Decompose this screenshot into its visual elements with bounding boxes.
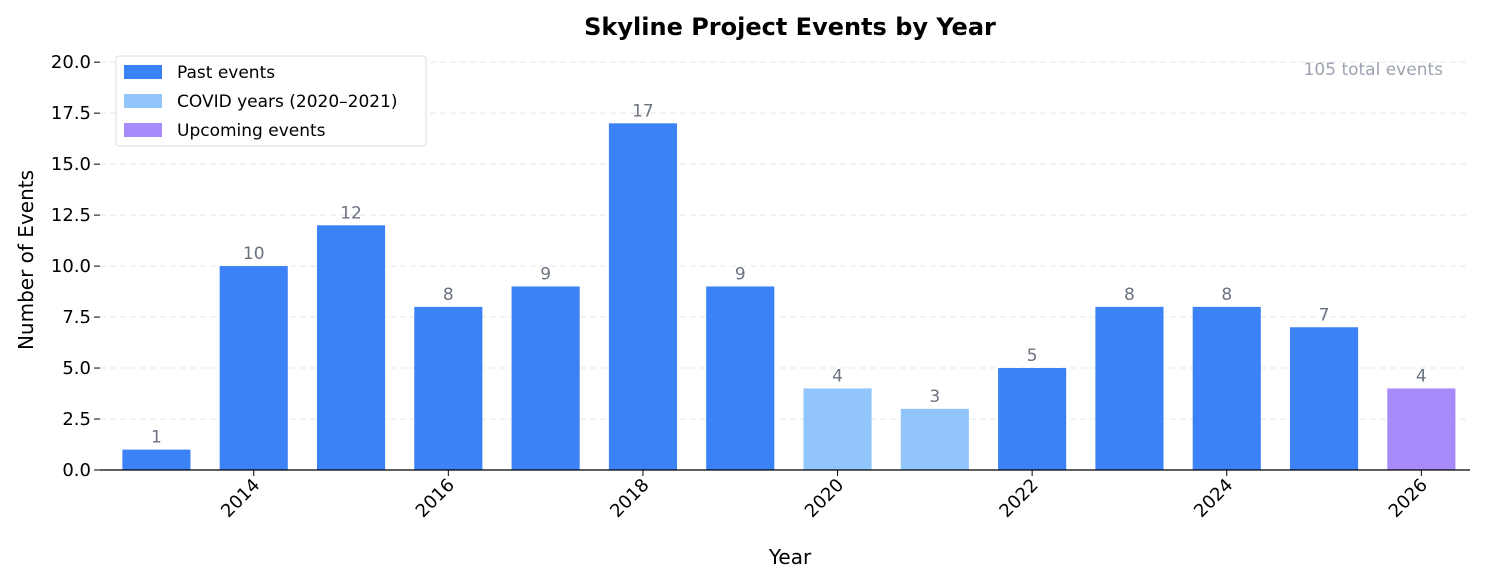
bar-value-label: 12 [340,203,362,223]
bar-2024 [1192,306,1261,470]
bar-value-label: 8 [1221,285,1232,305]
bar-2019 [706,286,775,470]
bar-2014 [219,266,288,470]
bar-2016 [414,306,483,470]
bar-2023 [1095,306,1164,470]
bar-value-label: 8 [1124,285,1135,305]
y-ticks: 0.0 2.5 5.0 7.5 10.0 12.5 15.0 17.5 20.0 [51,52,100,481]
bar-2021 [900,408,969,470]
legend-label-upcoming: Upcoming events [177,121,326,141]
chart-title: Skyline Project Events by Year [584,13,996,41]
data-labels: 1 10 12 8 9 17 9 4 3 5 8 8 7 4 [151,101,1427,447]
bars [122,123,1456,470]
x-tick-label: 2014 [217,475,264,522]
y-tick-label: 15.0 [51,154,91,175]
bar-value-label: 7 [1319,305,1330,325]
x-ticks: 2014 2016 2018 2020 2022 2024 2026 [217,470,1432,522]
y-tick-label: 5.0 [62,358,91,379]
legend: Past events COVID years (2020–2021) Upcomi… [115,55,427,147]
bar-value-label: 17 [632,101,654,121]
y-tick-label: 17.5 [51,103,91,124]
y-tick-label: 12.5 [51,205,91,226]
y-tick-label: 2.5 [62,409,91,430]
bar-value-label: 3 [929,387,940,407]
legend-swatch-covid [124,94,162,108]
x-tick-label: 2024 [1190,475,1237,522]
x-tick-label: 2020 [801,475,848,522]
bar-value-label: 4 [1416,366,1427,386]
x-axis-label: Year [768,545,812,569]
bar-2013 [122,449,191,470]
bar-2026 [1387,388,1456,470]
legend-label-covid: COVID years (2020–2021) [177,92,398,112]
y-tick-label: 20.0 [51,52,91,73]
y-tick-label: 0.0 [62,460,91,481]
y-tick-label: 10.0 [51,256,91,277]
x-tick-label: 2016 [412,475,459,522]
bar-value-label: 5 [1027,346,1038,366]
y-axis-label: Number of Events [14,170,38,350]
bar-2022 [998,368,1067,470]
bar-2020 [803,388,872,470]
total-annotation: 105 total events [1304,60,1444,80]
bar-2017 [511,286,580,470]
x-tick-label: 2018 [606,475,653,522]
bar-2025 [1289,327,1359,470]
x-tick-label: 2022 [995,475,1042,522]
legend-swatch-upcoming [124,123,162,137]
bar-value-label: 8 [443,285,454,305]
bar-2018 [608,123,677,470]
legend-label-past: Past events [177,63,275,83]
bar-value-label: 10 [243,244,265,264]
bar-2015 [316,225,386,470]
bar-value-label: 9 [735,264,746,284]
bar-value-label: 1 [151,428,162,448]
bar-value-label: 9 [540,264,551,284]
y-tick-label: 7.5 [62,307,91,328]
bar-value-label: 4 [832,366,843,386]
x-tick-label: 2026 [1385,475,1432,522]
legend-box [115,55,427,147]
legend-swatch-past [124,65,162,79]
